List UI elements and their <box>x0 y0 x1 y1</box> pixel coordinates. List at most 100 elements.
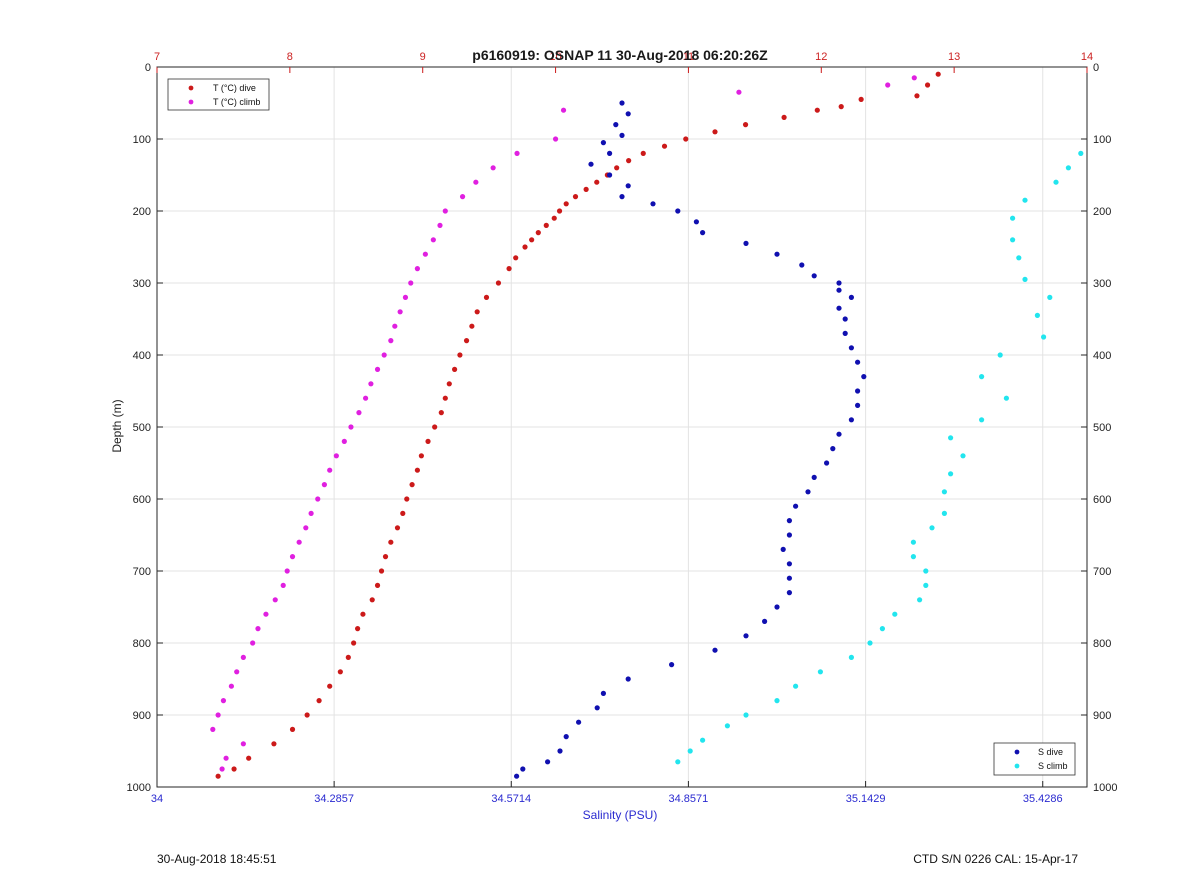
data-point-t-c-dive <box>535 230 541 236</box>
data-point-s-dive <box>786 518 793 524</box>
y-tick-label: 400 <box>133 350 151 362</box>
data-point-s-dive <box>855 388 861 394</box>
legend-marker-t-dive <box>188 85 194 91</box>
data-point-s-dive <box>830 446 836 452</box>
data-point-t-c-climb <box>220 698 227 704</box>
data-point-s-dive <box>607 150 613 156</box>
data-point-t-c-dive <box>400 510 406 516</box>
data-point-t-c-dive <box>572 194 579 200</box>
data-point-t-c-dive <box>495 280 502 286</box>
y-tick-label: 200 <box>133 206 151 218</box>
data-point-s-climb <box>910 554 917 560</box>
data-point-t-c-dive <box>425 438 431 444</box>
legend-temperature-box <box>167 78 270 111</box>
data-point-s-climb <box>879 626 886 632</box>
data-point-s-dive <box>619 194 625 200</box>
data-point-t-c-dive <box>640 150 646 156</box>
data-point-s-dive <box>693 219 700 225</box>
data-point-t-c-dive <box>457 352 463 358</box>
footer-ctd-info: CTD S/N 0226 CAL: 15-Apr-17 <box>913 852 1078 866</box>
data-point-t-c-dive <box>683 136 689 142</box>
data-point-s-dive <box>799 262 805 268</box>
data-point-t-c-climb <box>284 568 290 574</box>
data-point-t-c-dive <box>529 237 535 243</box>
data-point-s-climb <box>1065 165 1071 171</box>
y-tick-label: 600 <box>133 494 151 506</box>
data-point-t-c-dive <box>231 766 237 772</box>
data-point-t-c-dive <box>483 294 490 300</box>
data-point-t-c-dive <box>442 395 448 401</box>
data-point-s-climb <box>917 597 923 603</box>
data-point-t-c-climb <box>408 280 414 286</box>
data-point-s-dive <box>619 132 625 138</box>
data-point-t-c-climb <box>374 366 381 372</box>
data-points <box>210 71 1084 779</box>
data-point-s-climb <box>1022 197 1028 203</box>
data-point-t-c-climb <box>240 654 246 661</box>
data-point-t-c-climb <box>327 467 333 473</box>
data-point-s-climb <box>941 489 948 495</box>
data-point-t-c-dive <box>289 726 296 733</box>
data-point-s-dive <box>836 431 842 437</box>
data-point-s-dive <box>600 140 607 146</box>
x-tick-label: 34 <box>151 793 163 805</box>
data-point-s-dive <box>848 294 855 300</box>
chart-title: p6160919: OSNAP 11 30-Aug-2018 06:20:26Z <box>472 47 768 63</box>
data-point-s-climb <box>687 748 693 754</box>
series-s-dive <box>514 100 867 779</box>
data-point-s-dive <box>811 474 817 480</box>
legend-label-s-dive: S dive <box>1038 747 1063 757</box>
data-point-s-dive <box>855 402 861 408</box>
data-point-t-c-climb <box>280 582 286 589</box>
data-point-s-climb <box>1022 276 1028 282</box>
data-point-t-c-climb <box>430 237 436 243</box>
y-tick-label-right: 800 <box>1093 638 1111 650</box>
data-point-s-dive <box>786 590 793 596</box>
data-point-t-c-dive <box>215 773 221 779</box>
data-point-s-climb <box>1010 237 1016 243</box>
x-top-tick-label: 9 <box>420 51 426 63</box>
data-point-t-c-climb <box>402 294 409 300</box>
data-point-t-c-dive <box>351 640 357 646</box>
data-point-s-dive <box>824 460 830 466</box>
data-point-t-c-climb <box>289 554 296 560</box>
data-point-t-c-climb <box>228 683 234 689</box>
data-point-s-climb <box>1016 255 1022 261</box>
data-point-t-c-dive <box>345 654 351 661</box>
data-point-t-c-dive <box>814 107 820 113</box>
y-tick-label-right: 0 <box>1093 62 1099 74</box>
data-point-s-dive <box>520 766 526 772</box>
data-point-s-dive <box>588 161 594 167</box>
data-point-t-c-dive <box>432 424 438 430</box>
data-point-t-c-climb <box>356 410 362 416</box>
data-point-t-c-dive <box>337 669 343 675</box>
data-point-s-dive <box>514 773 520 779</box>
data-point-t-c-climb <box>392 323 398 329</box>
data-point-s-dive <box>786 561 793 567</box>
data-point-s-dive <box>811 273 817 279</box>
data-point-t-c-climb <box>348 424 354 430</box>
data-point-t-c-dive <box>327 683 333 689</box>
y-tick-label: 500 <box>133 422 151 434</box>
data-point-t-c-dive <box>924 82 931 88</box>
data-point-s-dive <box>625 111 631 117</box>
y-tick-label-right: 900 <box>1093 710 1111 722</box>
data-point-t-c-dive <box>271 741 277 747</box>
legend-salinity-box <box>993 742 1076 776</box>
data-point-s-dive <box>805 489 811 495</box>
data-point-s-dive <box>848 417 855 423</box>
data-point-s-dive <box>836 287 842 293</box>
data-point-t-c-climb <box>560 107 567 113</box>
data-point-t-c-climb <box>308 510 314 516</box>
data-point-t-c-climb <box>381 352 387 358</box>
data-point-t-c-dive <box>409 482 415 488</box>
data-point-t-c-dive <box>378 568 385 574</box>
data-point-t-c-climb <box>296 539 302 545</box>
data-point-s-climb <box>892 611 898 617</box>
data-point-s-dive <box>780 546 786 553</box>
data-point-s-dive <box>743 240 749 246</box>
data-point-t-c-dive <box>563 201 569 207</box>
data-point-t-c-dive <box>935 71 941 77</box>
data-point-t-c-climb <box>321 482 327 488</box>
data-point-s-climb <box>948 435 954 441</box>
